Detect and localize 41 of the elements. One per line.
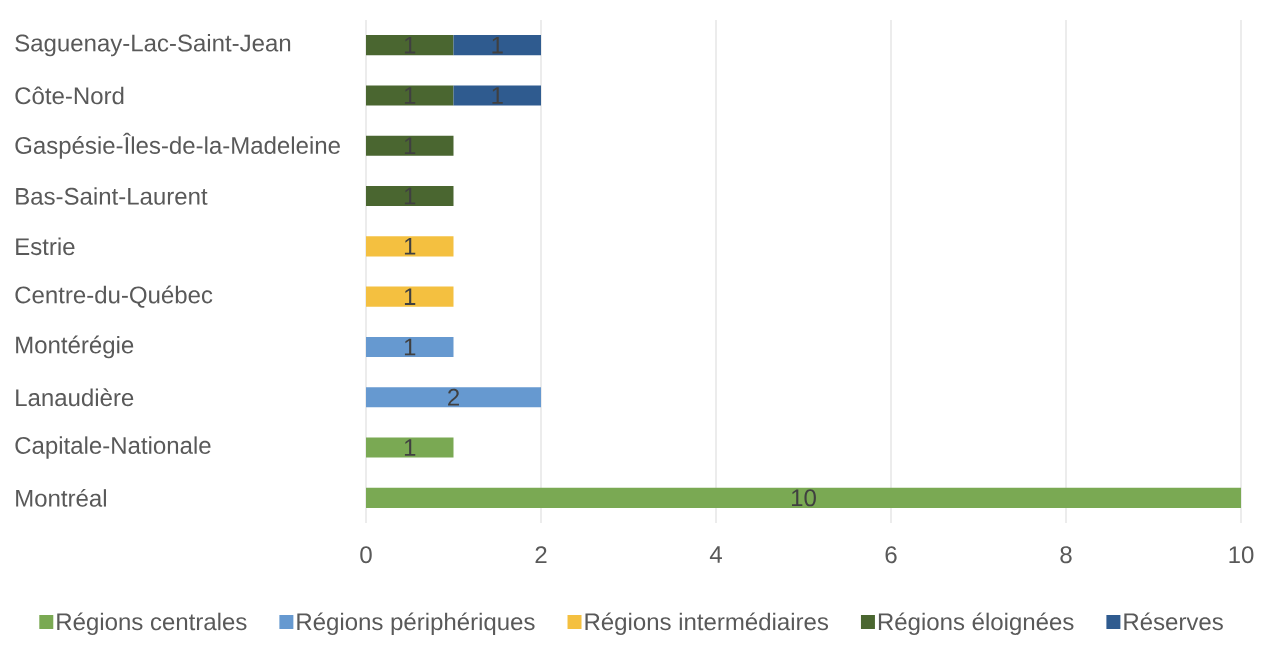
y-tick-label: Côte-Nord	[15, 86, 124, 105]
y-tick-label: Centre-du-Québec	[15, 285, 213, 308]
legend-label: Régions périphériques	[297, 612, 535, 636]
x-tick-label: 4	[709, 546, 722, 563]
data-label: 1	[404, 338, 416, 356]
y-tick-label: Montréal	[16, 488, 106, 507]
bar	[366, 487, 1242, 508]
bar	[366, 135, 454, 156]
y-tick-label: Montérégie	[16, 335, 134, 359]
x-tick-label: 2	[535, 546, 547, 563]
y-tick-label: Saguenay-Lac-Saint-Jean	[15, 33, 291, 57]
bar	[366, 437, 454, 458]
y-tick-label: Bas-Saint-Laurent	[16, 187, 208, 205]
x-tick-label: 0	[360, 546, 372, 564]
y-tick-label: Estrie	[16, 237, 75, 256]
bar	[366, 35, 454, 56]
data-label: 2	[448, 388, 459, 406]
x-tick-label: 10	[1229, 546, 1254, 564]
bar	[366, 286, 454, 307]
y-tick-label: Capitale-Nationale	[15, 436, 211, 459]
bar	[366, 185, 454, 207]
data-label: 10	[791, 489, 816, 507]
bar	[366, 336, 454, 357]
x-tick-label: 8	[1060, 546, 1072, 564]
x-tick-label: 6	[885, 546, 897, 564]
bar	[366, 236, 454, 257]
bar	[453, 35, 542, 56]
y-tick-label: Gaspésie-Îles-de-la-Madeleine	[15, 132, 340, 159]
legend-label: Réserves	[1124, 612, 1223, 631]
legend-label: Régions intermédiaires	[585, 612, 829, 636]
data-label: 1	[404, 288, 416, 305]
legend-label: Régions centrales	[57, 612, 247, 636]
data-label: 1	[404, 439, 416, 456]
data-label: 1	[404, 238, 416, 255]
data-label: 1	[492, 36, 503, 54]
data-label: 1	[492, 87, 503, 104]
bar	[366, 85, 454, 106]
bar	[453, 85, 542, 106]
bar	[366, 387, 542, 408]
legend-label: Régions éloignées	[878, 612, 1074, 636]
y-tick-label: Lanaudière	[16, 388, 134, 407]
